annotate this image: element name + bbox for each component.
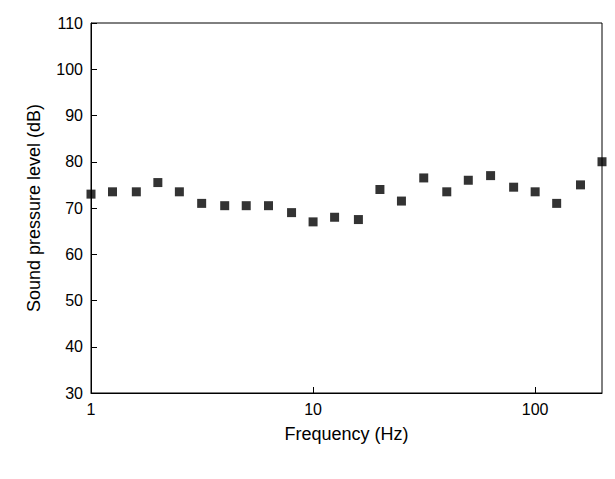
svg-text:100: 100 — [56, 61, 83, 78]
svg-text:50: 50 — [65, 292, 83, 309]
svg-text:1: 1 — [87, 401, 96, 418]
svg-text:110: 110 — [57, 15, 83, 32]
svg-text:70: 70 — [65, 200, 83, 217]
svg-text:80: 80 — [65, 153, 83, 170]
svg-text:90: 90 — [65, 107, 83, 124]
svg-text:Sound pressure level (dB): Sound pressure level (dB) — [24, 104, 44, 312]
svg-text:60: 60 — [65, 246, 83, 263]
svg-text:30: 30 — [65, 385, 83, 402]
svg-text:100: 100 — [522, 401, 549, 418]
svg-text:10: 10 — [304, 401, 322, 418]
svg-text:Frequency (Hz): Frequency (Hz) — [284, 424, 408, 444]
svg-text:40: 40 — [65, 338, 83, 355]
